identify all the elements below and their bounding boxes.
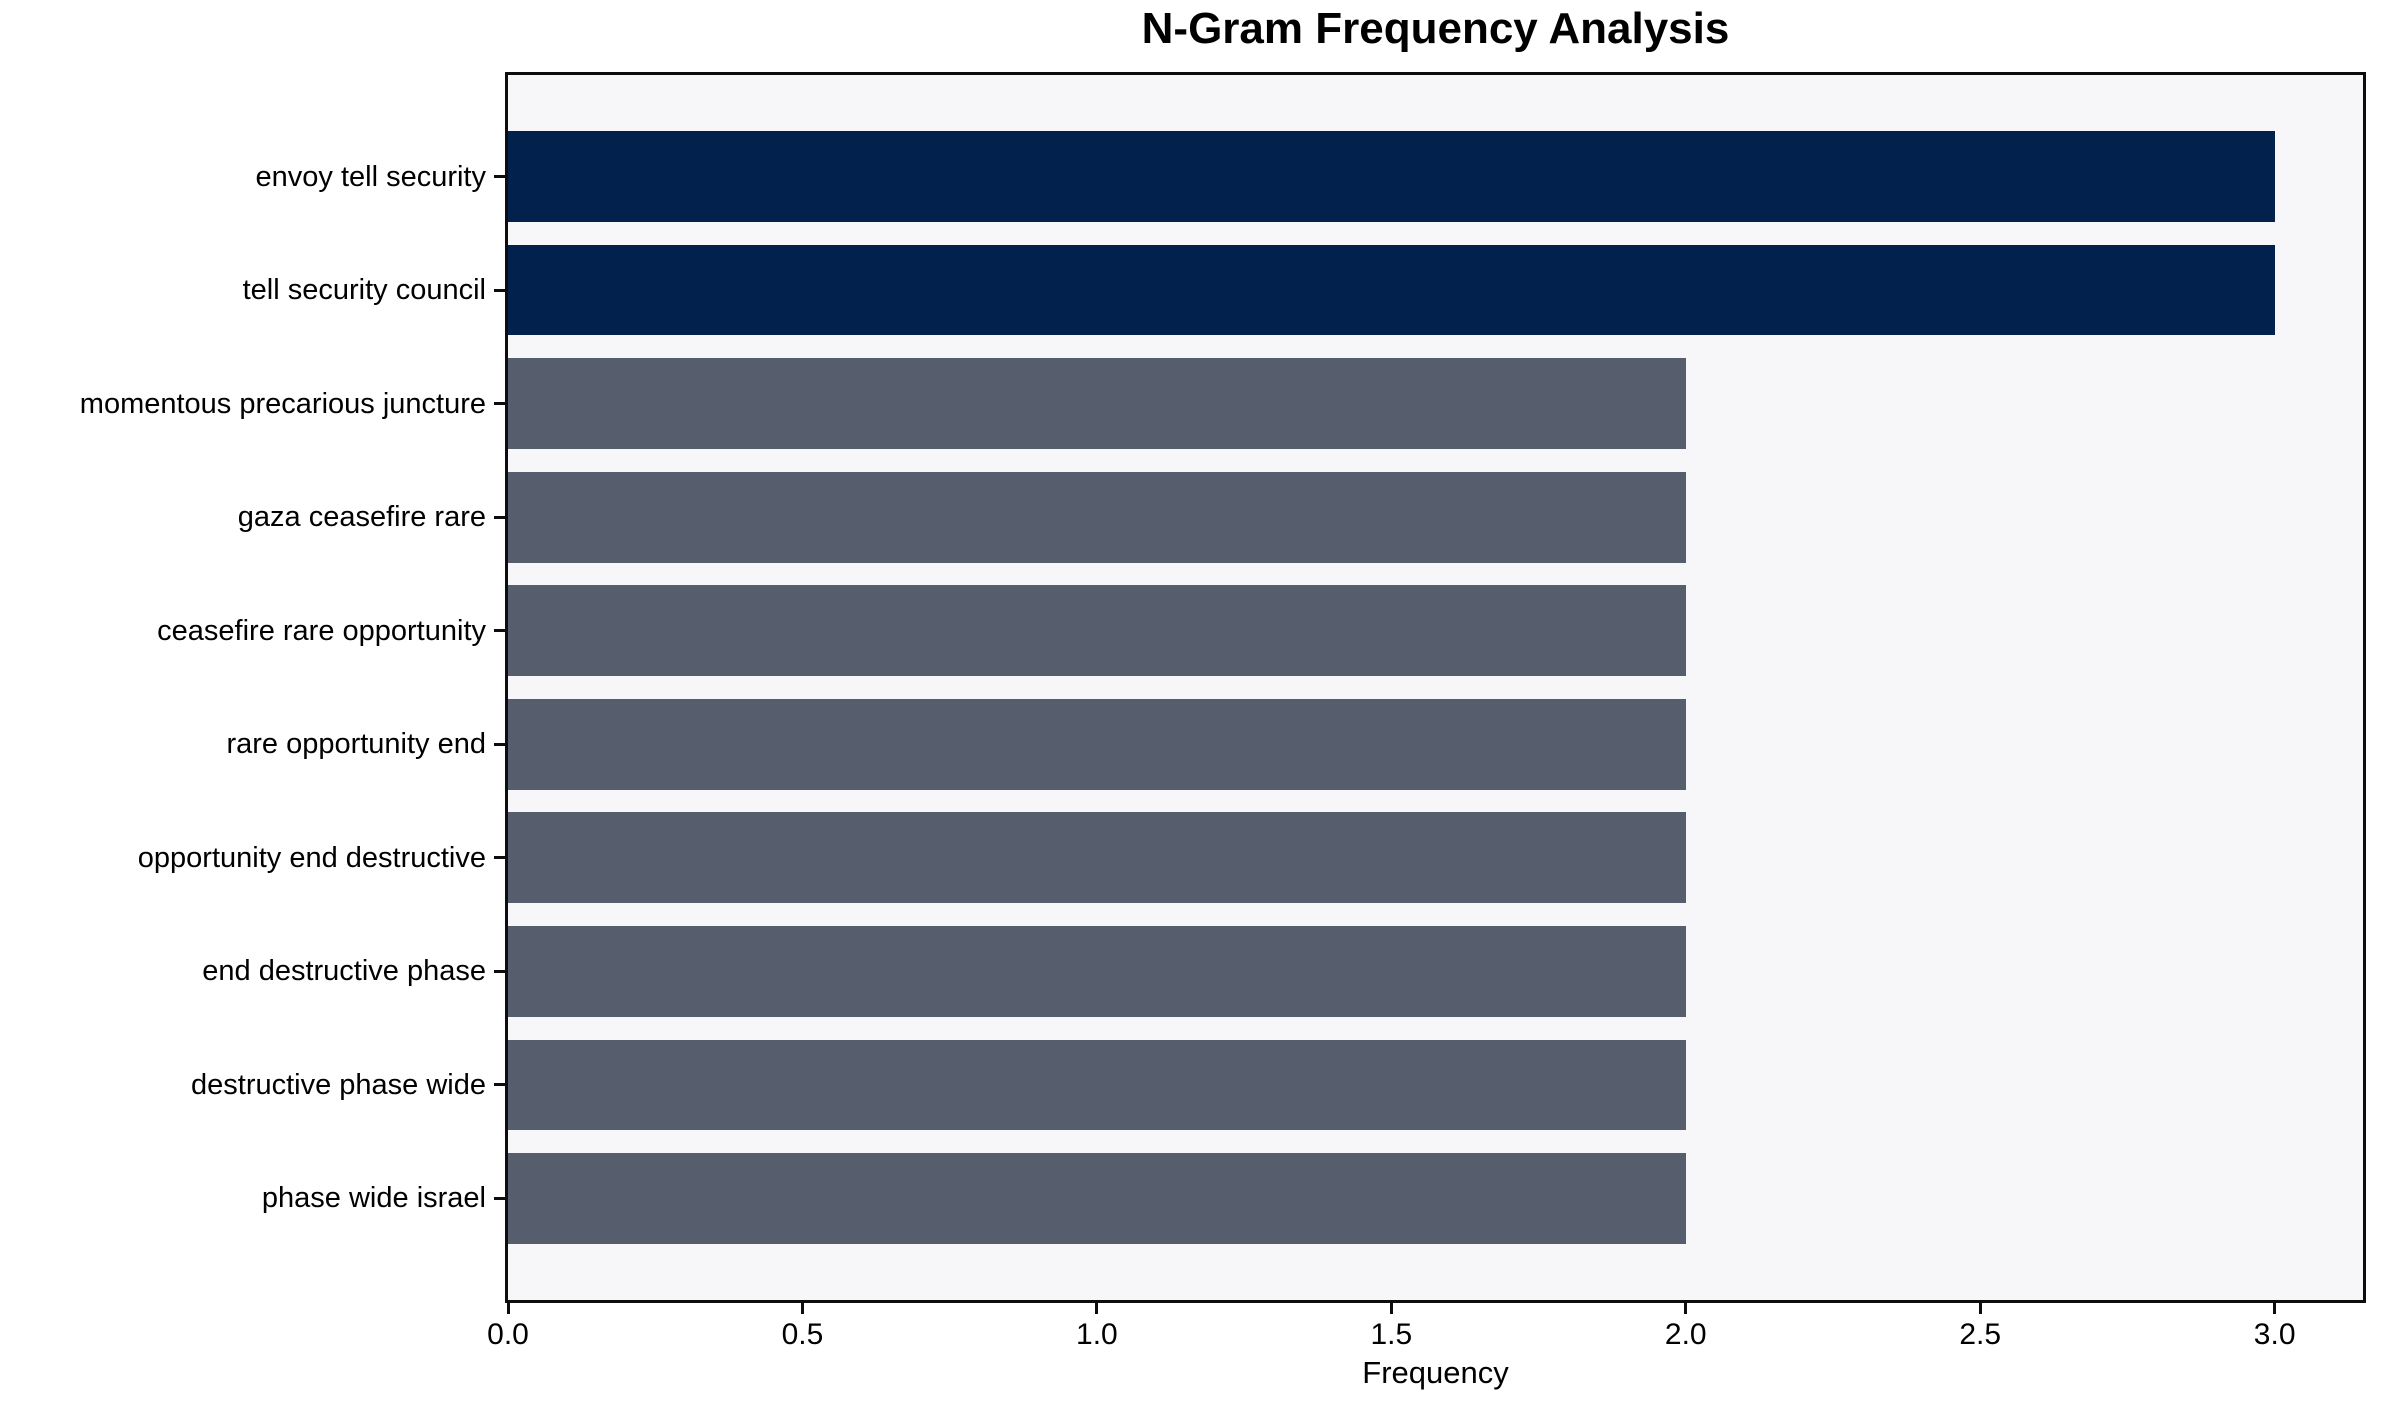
y-tick-label: destructive phase wide (191, 1068, 486, 1101)
y-tick-label: envoy tell security (255, 160, 487, 193)
bar (508, 698, 1686, 790)
y-tick-mark (494, 969, 505, 973)
x-tick-label: 2.5 (1959, 1318, 2002, 1351)
y-tick-label: rare opportunity end (226, 728, 486, 761)
y-tick-mark (494, 515, 505, 519)
y-tick-mark (494, 402, 505, 406)
y-tick-label: phase wide israel (261, 1182, 486, 1215)
y-tick-label: ceasefire rare opportunity (157, 614, 486, 647)
x-tick-mark (800, 1303, 804, 1314)
bar (508, 358, 1686, 450)
y-tick-mark (494, 175, 505, 178)
bar (508, 244, 2275, 336)
x-tick-mark (1978, 1303, 1982, 1314)
bar (508, 812, 1686, 904)
x-tick-mark (506, 1303, 510, 1314)
x-tick-label: 2.0 (1664, 1318, 1707, 1351)
bar (508, 1153, 1686, 1244)
y-tick-mark (494, 856, 505, 860)
y-tick-label: end destructive phase (202, 955, 486, 988)
x-tick-mark (1684, 1303, 1688, 1314)
x-tick-mark (1389, 1303, 1393, 1314)
x-tick-label: 0.5 (781, 1318, 824, 1351)
y-tick-mark (494, 1196, 505, 1200)
bar (508, 471, 1686, 563)
bar (508, 1039, 1686, 1131)
y-tick-label: opportunity end destructive (137, 841, 486, 874)
x-tick-label: 3.0 (2253, 1318, 2296, 1351)
x-tick-mark (2273, 1303, 2277, 1314)
x-tick-label: 1.0 (1076, 1318, 1118, 1351)
y-tick-label: gaza ceasefire rare (237, 501, 486, 534)
y-tick-mark (494, 1083, 505, 1087)
bar (508, 131, 2275, 222)
x-tick-mark (1095, 1303, 1099, 1314)
x-tick-label: 0.0 (487, 1318, 529, 1351)
x-axis-label: Frequency (1362, 1355, 1509, 1390)
y-tick-mark (494, 629, 505, 633)
x-tick-label: 1.5 (1370, 1318, 1413, 1351)
chart-title: N-Gram Frequency Analysis (1141, 4, 1730, 53)
bar (508, 925, 1686, 1017)
y-tick-label: momentous precarious juncture (79, 387, 486, 420)
y-tick-mark (494, 742, 505, 746)
bar (508, 585, 1686, 677)
y-tick-label: tell security council (242, 274, 486, 307)
y-tick-mark (494, 288, 505, 292)
plot-area (505, 72, 2366, 1303)
